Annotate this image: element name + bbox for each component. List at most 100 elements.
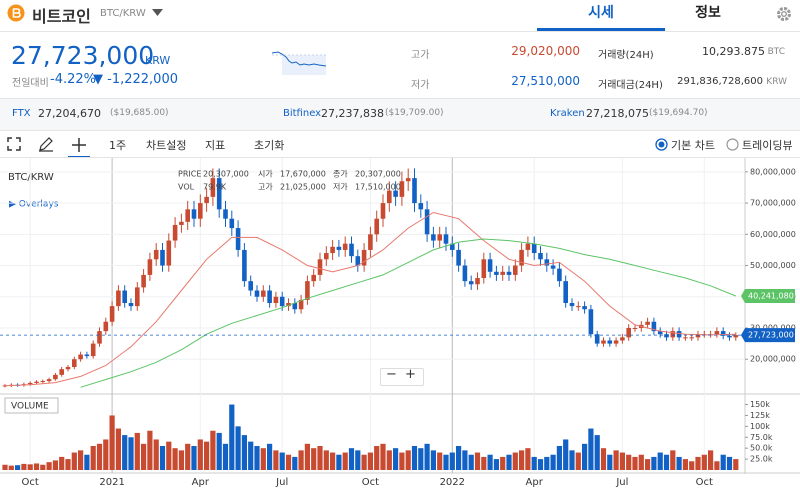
volume-bar — [519, 450, 525, 470]
chart-settings[interactable]: 차트설정 — [146, 139, 187, 152]
volume-bar — [103, 439, 109, 470]
candle-body — [267, 290, 272, 304]
candle-body — [147, 259, 153, 275]
candle-body — [116, 290, 121, 307]
volume-bar — [285, 454, 292, 470]
coin-icon — [7, 4, 25, 22]
y-tick-label: 75.0k — [750, 433, 773, 442]
volume-bar — [273, 450, 279, 470]
volume-bar — [210, 430, 216, 470]
candle-body — [443, 234, 449, 244]
candle-body — [153, 249, 159, 260]
candle-body — [664, 334, 669, 338]
candle-body — [727, 335, 732, 338]
price-badge — [741, 328, 795, 343]
reset[interactable]: 초기화 — [254, 139, 285, 152]
tab[interactable]: 정보 — [695, 5, 721, 21]
candle-body — [109, 306, 115, 322]
candle-body — [235, 228, 241, 250]
tooltip-text: PRICE — [178, 170, 201, 179]
candle-body — [65, 367, 71, 370]
candle-body — [361, 249, 367, 266]
exchange-price: 27,237,838 — [321, 107, 384, 120]
volume-bar — [304, 443, 310, 470]
volume-bar — [336, 454, 342, 470]
pair: BTC/KRW — [100, 8, 146, 19]
radio-on[interactable] — [655, 138, 668, 151]
volume-bar — [525, 448, 531, 470]
candle-body — [481, 259, 487, 279]
volume-bar — [197, 439, 203, 470]
volume-bar — [399, 452, 405, 470]
candle-body — [695, 334, 701, 338]
interval[interactable]: 1주 — [109, 139, 127, 152]
candle-body — [506, 271, 512, 275]
tooltip-text: 20,307,000 — [355, 170, 401, 179]
volume-bar — [84, 454, 90, 470]
candle-body — [368, 234, 373, 250]
candle-body — [424, 209, 430, 235]
candle-body — [670, 331, 676, 338]
volume-bar — [355, 450, 361, 470]
volume-bar — [311, 448, 317, 470]
settings-icon[interactable] — [775, 5, 793, 23]
volume-bar — [166, 441, 172, 470]
mode[interactable]: 기본 차트 — [671, 139, 715, 152]
candle-body — [53, 374, 58, 380]
volume-bar — [437, 452, 443, 470]
crosshair-icon[interactable] — [68, 130, 90, 158]
candle-body — [261, 290, 266, 297]
volume-bar — [367, 452, 373, 470]
zoom-in[interactable]: + — [405, 367, 416, 382]
volume-bar — [544, 456, 550, 470]
overlays[interactable]: ▶ Overlays — [9, 200, 59, 210]
candle-body — [2, 385, 8, 387]
volume-bar — [2, 464, 8, 470]
volume-bar — [153, 439, 159, 470]
volume-bar — [506, 454, 512, 470]
volume-bar — [645, 459, 651, 470]
coin-dropdown[interactable] — [152, 9, 163, 16]
fullscreen-icon[interactable] — [7, 137, 21, 151]
candle-body — [513, 265, 518, 275]
volume-bar — [682, 459, 688, 470]
volume-bar — [468, 454, 474, 470]
candle-body — [78, 354, 83, 360]
sparkline — [272, 51, 326, 75]
tooltip-text: 79.9K — [203, 183, 227, 192]
candle-body — [84, 354, 90, 357]
trade-value: 291,836,728,600 — [677, 76, 763, 87]
volume-bar — [323, 450, 329, 470]
candle-body — [172, 224, 178, 241]
draw-icon[interactable] — [38, 136, 54, 152]
candle-body — [657, 331, 663, 335]
volume-bar — [556, 446, 562, 470]
candle-body — [557, 268, 562, 282]
x-tick-label: Oct — [362, 477, 379, 488]
value-label: 거래대금(24H) — [598, 80, 663, 91]
volume-bar — [714, 461, 720, 470]
candle-body — [59, 369, 64, 375]
volume-bar — [569, 450, 575, 470]
x-tick-label: 2022 — [440, 477, 465, 488]
zoom-out[interactable]: − — [386, 367, 397, 382]
mode[interactable]: 트레이딩뷰 — [742, 139, 793, 152]
tab[interactable]: 시세 — [537, 0, 665, 31]
x-tick-label: Apr — [526, 477, 544, 488]
candle-body — [97, 331, 102, 344]
candle-body — [292, 303, 298, 310]
volume-bar — [701, 454, 707, 470]
radio-off[interactable] — [726, 138, 739, 151]
volume-bar — [204, 441, 210, 470]
candle-body — [626, 327, 631, 338]
exchange-price: 27,218,075 — [586, 107, 649, 120]
chart-title: BTC/KRW — [8, 172, 54, 183]
indicators[interactable]: 지표 — [205, 139, 226, 152]
zoom-box — [380, 368, 424, 386]
volume-unit: BTC — [767, 47, 785, 57]
candle-body — [336, 246, 342, 250]
candle-body — [544, 259, 550, 266]
volume-bar — [71, 452, 77, 470]
volume-bar — [292, 456, 298, 470]
